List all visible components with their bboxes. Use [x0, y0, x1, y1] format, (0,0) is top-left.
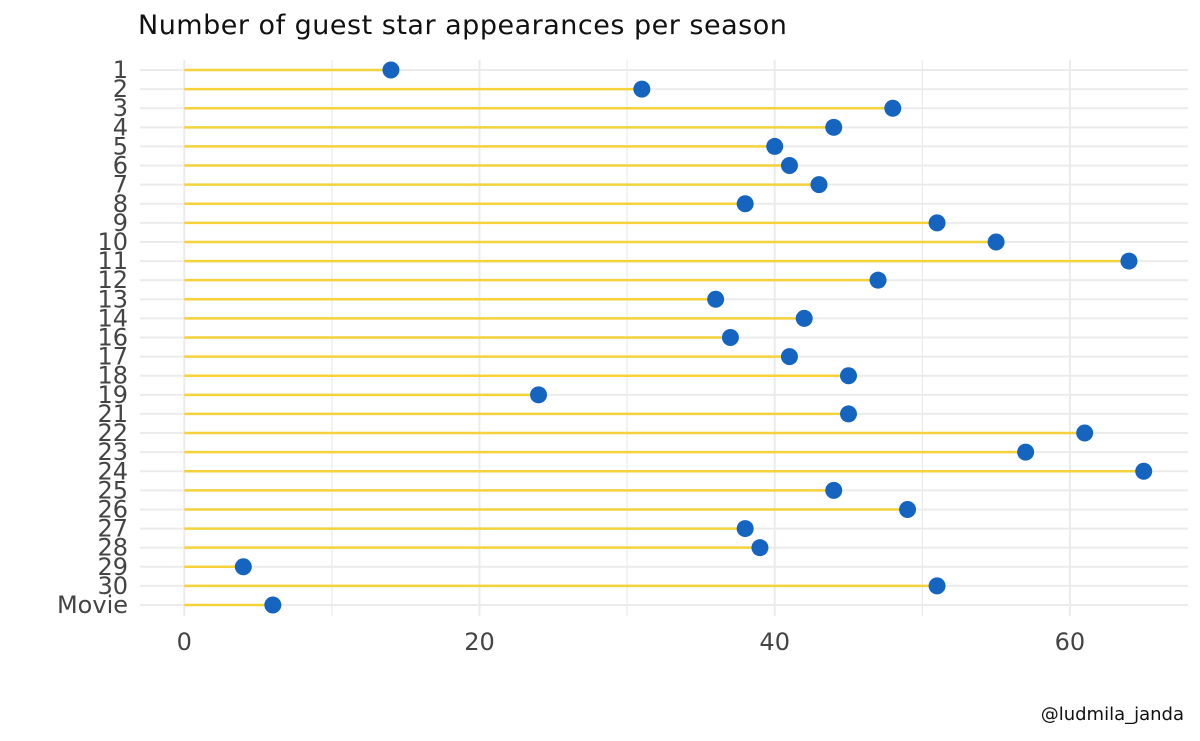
lollipop-point	[928, 214, 946, 232]
lollipop-point	[780, 348, 798, 366]
author-credit: @ludmila_janda	[1040, 704, 1184, 725]
y-tick-label: 8	[113, 190, 128, 218]
lollipop-point	[751, 539, 769, 557]
y-tick-label: 14	[97, 304, 128, 332]
y-tick-label: 28	[97, 534, 128, 562]
chart-title: Number of guest star appearances per sea…	[138, 10, 788, 41]
lollipop-point	[530, 386, 548, 404]
lollipop-point	[840, 367, 858, 385]
x-tick-label: 20	[464, 628, 495, 656]
lollipop-point	[810, 176, 828, 194]
y-tick-label: 4	[113, 113, 128, 141]
x-tick-label: 40	[759, 628, 790, 656]
y-tick-label: 21	[97, 400, 128, 428]
lollipop-point	[928, 577, 946, 595]
y-tick-label: 30	[97, 572, 128, 600]
lollipop-point	[633, 80, 651, 98]
y-tick-label: 19	[97, 381, 128, 409]
y-tick-label: 18	[97, 362, 128, 390]
lollipop-point	[1076, 424, 1094, 442]
lollipop-point	[736, 195, 754, 213]
lollipop-point	[987, 233, 1005, 251]
y-tick-label: 29	[97, 553, 128, 581]
y-tick-label: 13	[97, 285, 128, 313]
y-tick-label: 16	[97, 324, 128, 352]
lollipop-point	[795, 309, 813, 327]
y-tick-label: 22	[97, 419, 128, 447]
x-tick-labels: 0 20 40 60	[177, 628, 1086, 656]
y-tick-label: 25	[97, 476, 128, 504]
lollipop-point	[721, 329, 739, 346]
lollipop-point	[382, 61, 400, 79]
lollipop-point	[1017, 443, 1035, 461]
y-tick-label: 1	[113, 56, 128, 84]
y-tick-label: 11	[97, 247, 128, 275]
y-tick-label: 27	[97, 515, 128, 543]
y-tick-label: 23	[97, 438, 128, 466]
lollipop-point	[264, 596, 282, 614]
y-tick-label: 26	[97, 495, 128, 523]
lollipop-point	[1135, 462, 1153, 480]
lollipop-point	[869, 271, 887, 289]
lollipop-point	[825, 481, 843, 499]
points-layer	[234, 61, 1153, 614]
lollipop-point	[884, 99, 902, 117]
lollipop-point	[840, 405, 858, 423]
lollipop-point	[234, 558, 252, 576]
y-tick-label: 24	[97, 457, 128, 485]
lollipop-point	[899, 500, 917, 518]
lollipop-point	[1120, 252, 1138, 270]
lollipop-point	[825, 118, 843, 136]
x-tick-label: 60	[1055, 628, 1086, 656]
y-tick-label: 5	[113, 132, 128, 160]
y-tick-label: 9	[113, 209, 128, 237]
lollipop-point	[780, 157, 798, 175]
y-tick-label: Movie	[57, 591, 128, 619]
stems-layer	[184, 68, 1144, 607]
lollipop-point	[766, 137, 784, 155]
y-tick-labels: 1234567891011121314161718192122232425262…	[57, 56, 128, 619]
y-tick-label: 7	[113, 171, 128, 199]
y-tick-label: 17	[97, 343, 128, 371]
y-tick-label: 2	[113, 75, 128, 103]
x-tick-label: 0	[177, 628, 192, 656]
y-tick-label: 3	[113, 94, 128, 122]
y-tick-label: 10	[97, 228, 128, 256]
y-tick-label: 6	[113, 152, 128, 180]
y-tick-label: 12	[97, 266, 128, 294]
lollipop-point	[736, 520, 754, 538]
lollipop-point	[707, 290, 725, 308]
